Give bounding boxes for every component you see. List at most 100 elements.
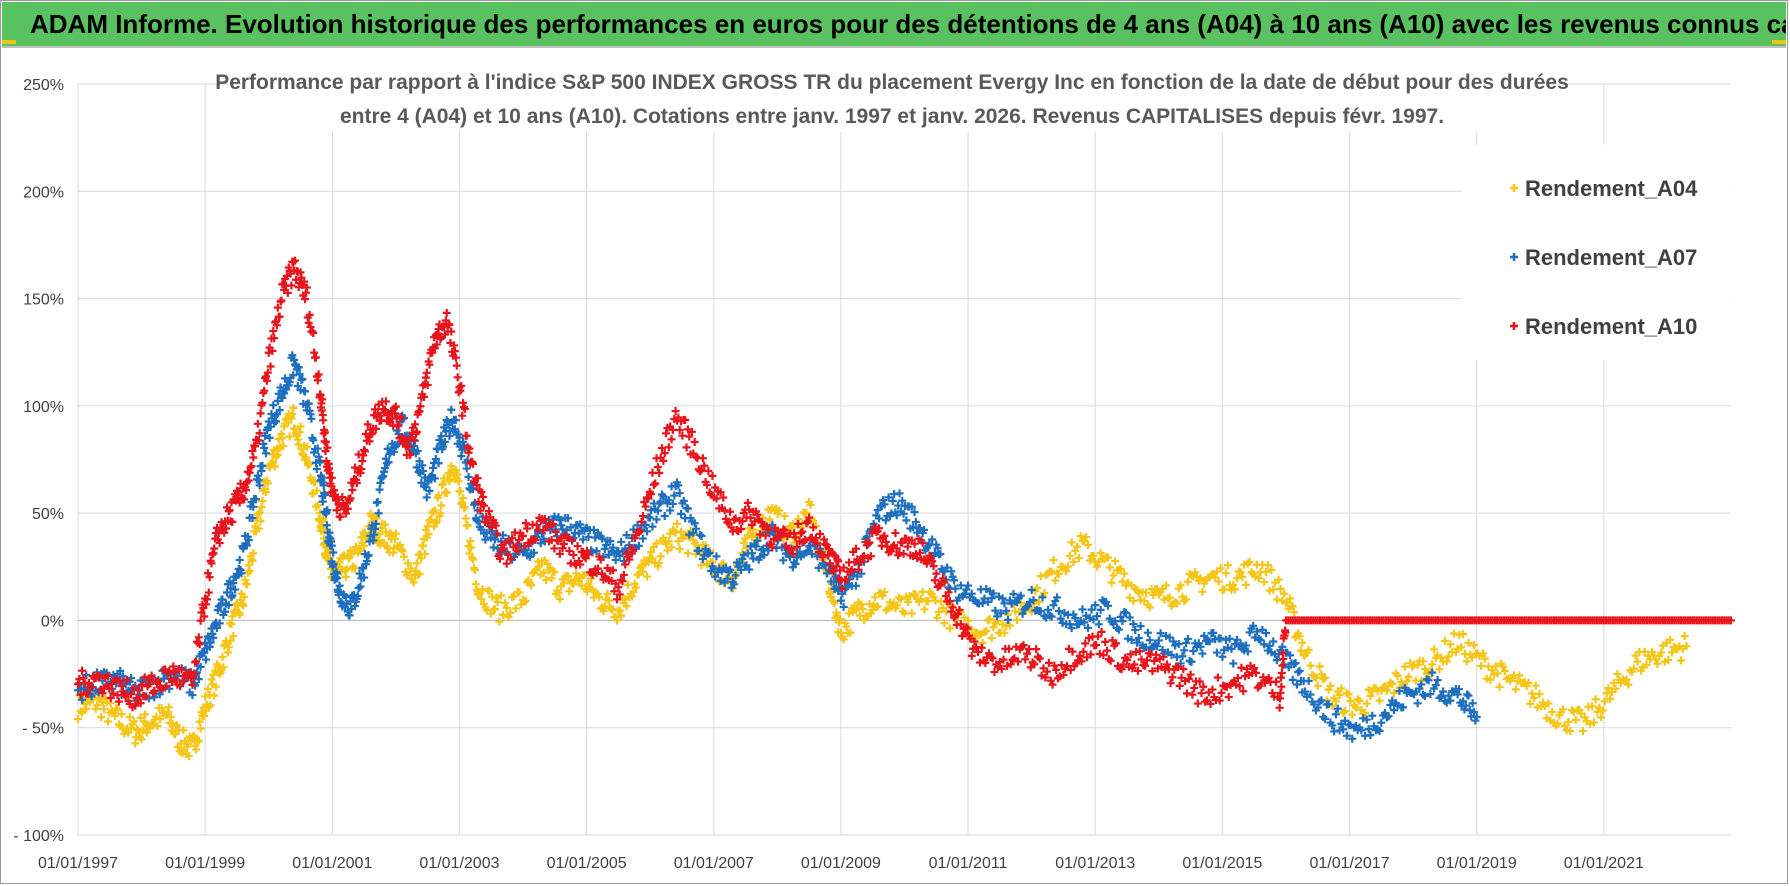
marker-rendement_a10	[809, 523, 818, 532]
marker-rendement_a04	[865, 599, 874, 608]
marker-rendement_a07	[853, 572, 862, 581]
marker-rendement_a10	[268, 346, 277, 355]
marker-rendement_a10	[1148, 667, 1157, 676]
marker-rendement_a10	[738, 517, 747, 526]
marker-rendement_a10	[1006, 660, 1015, 669]
marker-rendement_a04	[622, 602, 631, 611]
marker-rendement_a10	[1014, 657, 1023, 666]
marker-rendement_a07	[312, 465, 321, 474]
marker-rendement_a10	[469, 459, 478, 468]
marker-rendement_a04	[245, 567, 254, 576]
marker-rendement_a07	[1306, 690, 1315, 699]
marker-rendement_a07	[1368, 711, 1377, 720]
marker-rendement_a10	[255, 429, 264, 438]
marker-rendement_a10	[123, 675, 132, 684]
marker-rendement_a04	[655, 559, 664, 568]
marker-rendement_a04	[1346, 696, 1355, 705]
legend-label-rendement_a07: Rendement_A07	[1525, 245, 1697, 270]
marker-rendement_a07	[1067, 624, 1076, 633]
marker-rendement_a07	[576, 520, 585, 529]
marker-rendement_a04	[632, 583, 641, 592]
marker-rendement_a10	[477, 488, 486, 497]
marker-rendement_a04	[663, 546, 672, 555]
marker-rendement_a10	[305, 310, 314, 319]
marker-rendement_a07	[562, 526, 571, 535]
marker-rendement_a10	[974, 648, 983, 657]
marker-rendement_a10	[834, 557, 843, 566]
marker-rendement_a10	[1727, 616, 1735, 625]
marker-rendement_a04	[1375, 696, 1384, 705]
marker-rendement_a07	[1152, 642, 1161, 651]
marker-rendement_a04	[893, 601, 902, 610]
marker-rendement_a07	[275, 406, 284, 415]
marker-rendement_a07	[839, 602, 848, 611]
marker-rendement_a10	[504, 550, 513, 559]
marker-rendement_a07	[881, 516, 890, 525]
marker-rendement_a10	[1275, 703, 1284, 712]
marker-rendement_a04	[511, 604, 520, 613]
chart-title-line1: Performance par rapport à l'indice S&P 5…	[215, 71, 1569, 94]
marker-rendement_a07	[915, 524, 924, 533]
marker-rendement_a10	[491, 521, 500, 530]
marker-rendement_a04	[437, 501, 446, 510]
marker-rendement_a04	[1544, 699, 1553, 708]
marker-rendement_a04	[1269, 585, 1278, 594]
marker-rendement_a10	[644, 494, 653, 503]
marker-rendement_a07	[753, 536, 762, 545]
marker-rendement_a10	[178, 677, 187, 686]
marker-rendement_a04	[192, 745, 201, 754]
marker-rendement_a04	[1344, 690, 1353, 699]
marker-rendement_a04	[604, 596, 613, 605]
marker-rendement_a07	[316, 458, 325, 467]
marker-rendement_a04	[1089, 551, 1098, 560]
marker-rendement_a04	[157, 703, 166, 712]
marker-rendement_a04	[904, 598, 913, 607]
marker-rendement_a04	[301, 453, 310, 462]
marker-rendement_a07	[360, 573, 369, 582]
marker-rendement_a10	[1193, 699, 1202, 708]
marker-rendement_a10	[136, 699, 145, 708]
marker-rendement_a07	[925, 540, 934, 549]
marker-rendement_a07	[1243, 647, 1252, 656]
marker-rendement_a04	[1622, 675, 1631, 684]
marker-rendement_a07	[1362, 715, 1371, 724]
marker-rendement_a04	[595, 593, 604, 602]
marker-rendement_a04	[400, 552, 409, 561]
marker-rendement_a07	[1049, 601, 1058, 610]
marker-rendement_a07	[656, 497, 665, 506]
marker-rendement_a04	[509, 592, 518, 601]
marker-rendement_a10	[962, 623, 971, 632]
marker-rendement_a04	[1260, 578, 1269, 587]
marker-rendement_a07	[1317, 696, 1326, 705]
marker-rendement_a10	[1182, 689, 1191, 698]
marker-rendement_a07	[309, 436, 318, 445]
marker-rendement_a07	[1417, 680, 1426, 689]
marker-rendement_a10	[1143, 656, 1151, 665]
marker-rendement_a04	[445, 476, 454, 485]
marker-rendement_a04	[846, 628, 855, 637]
marker-rendement_a04	[1223, 561, 1232, 570]
marker-rendement_a04	[1073, 542, 1082, 551]
legend-marker-rendement_a07	[1510, 253, 1518, 261]
marker-rendement_a10	[820, 535, 829, 544]
marker-rendement_a04	[989, 623, 998, 632]
marker-rendement_a10	[1277, 682, 1286, 691]
marker-rendement_a10	[253, 419, 262, 428]
marker-rendement_a07	[242, 541, 251, 550]
marker-rendement_a04	[1419, 657, 1428, 666]
marker-rendement_a07	[1453, 690, 1462, 699]
marker-rendement_a04	[697, 561, 706, 570]
marker-rendement_a04	[129, 717, 138, 726]
marker-rendement_a07	[1093, 612, 1102, 621]
marker-rendement_a10	[1141, 661, 1150, 670]
marker-rendement_a10	[854, 565, 863, 574]
marker-rendement_a10	[565, 546, 574, 555]
legend-marker-rendement_a10	[1510, 322, 1518, 330]
marker-rendement_a04	[1553, 719, 1562, 728]
marker-rendement_a07	[947, 567, 956, 576]
marker-rendement_a04	[644, 558, 653, 567]
marker-rendement_a07	[1114, 625, 1123, 634]
marker-rendement_a04	[240, 592, 249, 601]
marker-rendement_a07	[1167, 650, 1176, 659]
marker-rendement_a04	[563, 572, 572, 581]
